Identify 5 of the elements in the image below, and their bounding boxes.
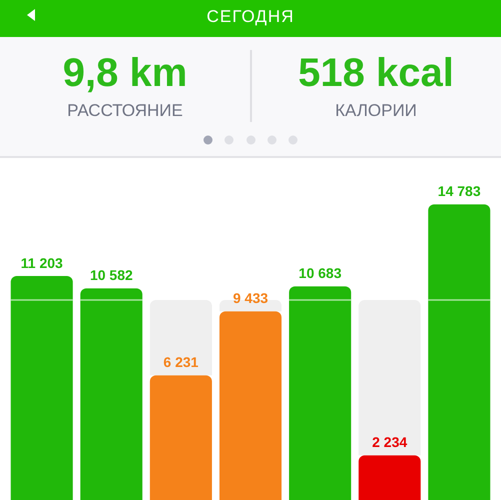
text: 518 kcal (297, 50, 455, 96)
chart-title: СЕГОДНЯ (206, 6, 296, 28)
text: 9,8 km (62, 50, 188, 96)
text: РАССТОЯНИЕ (66, 100, 184, 122)
text: КАЛОРИИ (334, 100, 418, 122)
